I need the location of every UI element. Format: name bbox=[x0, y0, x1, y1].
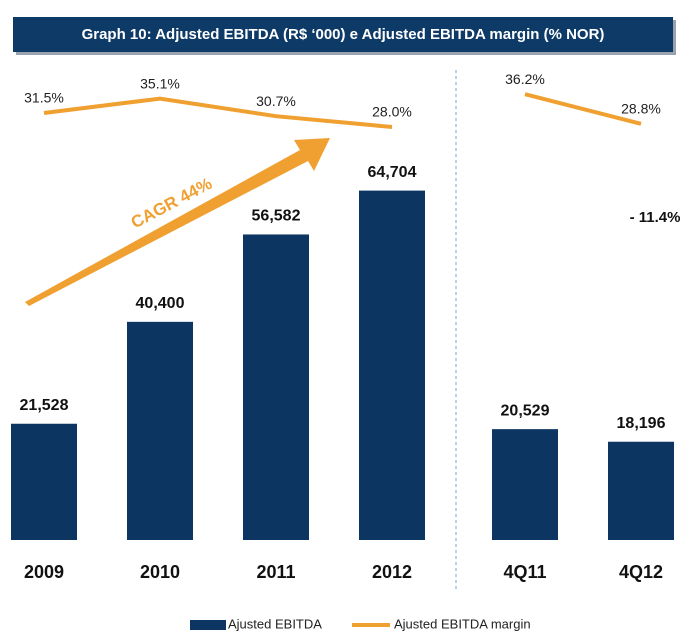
data-label: 28.0% bbox=[372, 104, 412, 120]
margin-line bbox=[43, 96, 393, 129]
x-tick-label: 2010 bbox=[140, 562, 180, 582]
data-label: 35.1% bbox=[140, 75, 180, 91]
legend-label: Ajusted EBITDA margin bbox=[394, 616, 531, 631]
x-tick-label: 4Q12 bbox=[619, 562, 663, 582]
data-label: 30.7% bbox=[256, 93, 296, 109]
legend-swatch bbox=[190, 620, 226, 630]
data-label: 18,196 bbox=[617, 415, 666, 432]
data-label: 28.8% bbox=[621, 101, 661, 117]
bar bbox=[608, 441, 674, 540]
x-tick-label: 2009 bbox=[24, 562, 64, 582]
x-tick-label: 2012 bbox=[372, 562, 412, 582]
data-label: 40,400 bbox=[136, 295, 185, 312]
legend-label: Ajusted EBITDA bbox=[228, 616, 322, 631]
bar bbox=[243, 234, 309, 540]
data-label: 31.5% bbox=[24, 90, 64, 106]
bar bbox=[127, 321, 193, 540]
data-label: 36.2% bbox=[505, 71, 545, 87]
cagr-arrow bbox=[25, 138, 330, 306]
annotation: - 11.4% bbox=[630, 209, 681, 226]
data-label: 21,528 bbox=[20, 397, 69, 414]
title-bar bbox=[13, 17, 673, 52]
bar bbox=[359, 190, 425, 541]
x-tick-label: 4Q11 bbox=[503, 562, 546, 582]
bar bbox=[11, 423, 77, 540]
margin-line bbox=[524, 92, 642, 126]
data-label: 20,529 bbox=[501, 402, 550, 419]
data-label: 64,704 bbox=[368, 164, 417, 181]
x-tick-label: 2011 bbox=[256, 562, 295, 582]
chart-title: Graph 10: Adjusted EBITDA (R$ ‘000) e Ad… bbox=[82, 26, 605, 43]
bar bbox=[492, 429, 558, 540]
data-label: 56,582 bbox=[252, 208, 301, 225]
